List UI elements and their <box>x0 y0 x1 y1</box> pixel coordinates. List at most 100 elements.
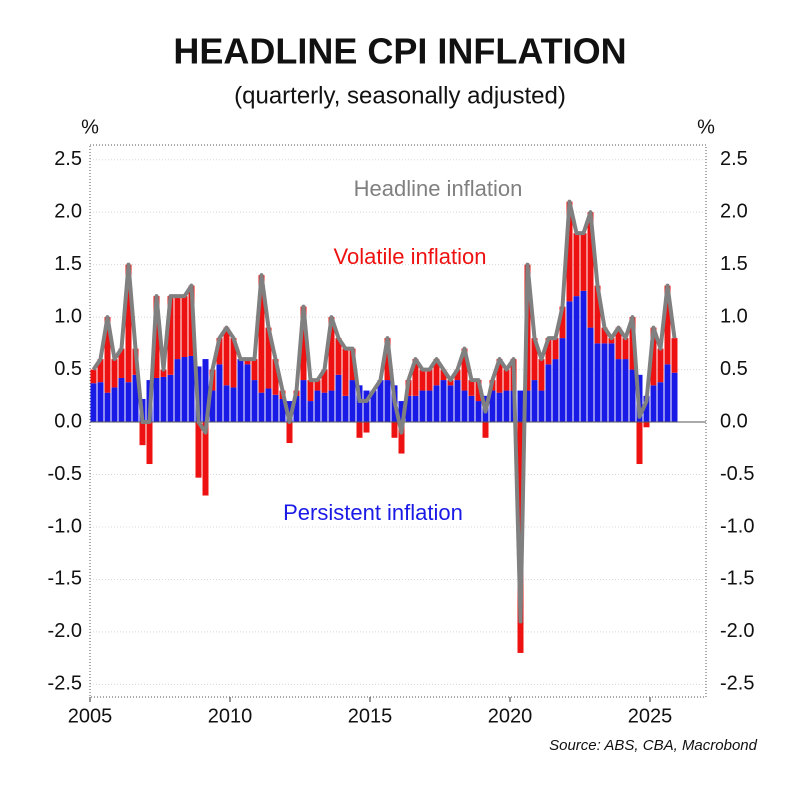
bar-segment <box>258 275 265 393</box>
bar-segment <box>188 355 195 423</box>
bar-segment <box>573 296 580 423</box>
y-tick-label-right: -2.5 <box>720 673 754 695</box>
bar-segment <box>223 327 230 386</box>
y-unit-left: % <box>81 116 99 138</box>
chart-title: HEADLINE CPI INFLATION <box>173 31 626 72</box>
bar-segment <box>531 338 538 381</box>
bar-segment <box>622 338 629 360</box>
bar-segment <box>538 359 545 391</box>
bar-segment <box>594 343 601 423</box>
bar-segment <box>363 422 370 433</box>
bar-segment <box>293 395 300 423</box>
bar-segment <box>279 398 286 423</box>
bar-segment <box>468 380 475 396</box>
bar-segment <box>664 285 671 365</box>
bar-segment <box>580 233 587 291</box>
bar-segment <box>384 338 391 381</box>
bar-segment <box>132 374 139 423</box>
bar-segment <box>230 387 237 423</box>
bar-segment <box>559 306 566 339</box>
bar-segment <box>412 359 419 396</box>
bar-segment <box>552 338 559 360</box>
bar-segment <box>601 343 608 423</box>
bar-segment <box>342 348 349 396</box>
bar-segment <box>489 390 496 423</box>
bar-segment <box>216 364 223 423</box>
bar-segment <box>447 385 454 423</box>
bar-segment <box>209 390 216 423</box>
bar-segment <box>657 348 664 383</box>
bar-segment <box>300 380 307 423</box>
bar-segment <box>174 359 181 423</box>
bar-segment <box>601 327 608 344</box>
x-tick-label: 2025 <box>628 705 673 727</box>
bar-segment <box>90 369 97 384</box>
y-tick-label: 2.5 <box>54 148 82 170</box>
bar-segment <box>454 380 461 423</box>
bar-segment <box>503 390 510 423</box>
bar-segment <box>496 359 503 393</box>
bar-segment <box>153 377 160 423</box>
y-tick-label-right: -0.5 <box>720 463 754 485</box>
y-tick-label: -1.0 <box>48 515 82 537</box>
bar-segment <box>419 390 426 423</box>
bar-segment <box>461 348 468 391</box>
bar-segment <box>545 338 552 365</box>
bar-segment <box>153 296 160 378</box>
bar-segment <box>384 380 391 423</box>
bar-segment <box>356 385 363 423</box>
bar-segment <box>650 385 657 423</box>
x-tick-label: 2015 <box>348 705 393 727</box>
y-tick-label: -2.0 <box>48 620 82 642</box>
bar-segment <box>181 296 188 357</box>
bar-segment <box>608 343 615 423</box>
y-tick-label-right: 2.0 <box>720 200 748 222</box>
bar-segment <box>167 296 174 375</box>
bar-segment <box>97 382 104 423</box>
bar-segment <box>398 401 405 423</box>
y-unit-right: % <box>697 116 715 138</box>
bar-segment <box>111 387 118 423</box>
bar-segment <box>622 359 629 423</box>
bar-segment <box>342 395 349 423</box>
bar-segment <box>244 359 251 365</box>
bar-segment <box>328 317 335 391</box>
persistent-label: Persistent inflation <box>283 500 463 525</box>
bar-segment <box>237 359 244 423</box>
bar-segment <box>503 369 510 391</box>
bar-segment <box>356 422 363 438</box>
bar-segment <box>608 338 615 344</box>
bar-segment <box>447 380 454 386</box>
bar-segment <box>265 327 272 389</box>
bar-segment <box>496 392 503 423</box>
bar-segment <box>538 390 545 423</box>
bar-segment <box>433 359 440 386</box>
y-tick-label-right: 0.0 <box>720 410 748 432</box>
y-tick-label: -2.5 <box>48 673 82 695</box>
x-tick-label: 2010 <box>208 705 253 727</box>
bar-segment <box>664 364 671 423</box>
bar-segment <box>594 285 601 344</box>
bar-segment <box>636 422 643 465</box>
bar-segment <box>146 422 153 465</box>
bar-segment <box>195 422 202 478</box>
bar-segment <box>258 392 265 423</box>
y-tick-label: 0.0 <box>54 410 82 432</box>
y-tick-label: -1.5 <box>48 568 82 590</box>
bar-segment <box>300 306 307 381</box>
bar-segment <box>307 401 314 423</box>
bar-segment <box>167 374 174 423</box>
bar-segment <box>104 392 111 423</box>
bar-segment <box>251 380 258 423</box>
bar-segment <box>286 422 293 444</box>
bar-segment <box>426 369 433 391</box>
bar-segment <box>118 348 125 378</box>
bar-segment <box>307 380 314 402</box>
bar-segment <box>202 422 209 496</box>
bar-segment <box>223 385 230 423</box>
bar-segment <box>440 380 447 423</box>
bar-segment <box>461 390 468 423</box>
bar-segment <box>671 372 678 423</box>
bar-segment <box>125 264 132 383</box>
x-tick-label: 2005 <box>68 705 113 727</box>
